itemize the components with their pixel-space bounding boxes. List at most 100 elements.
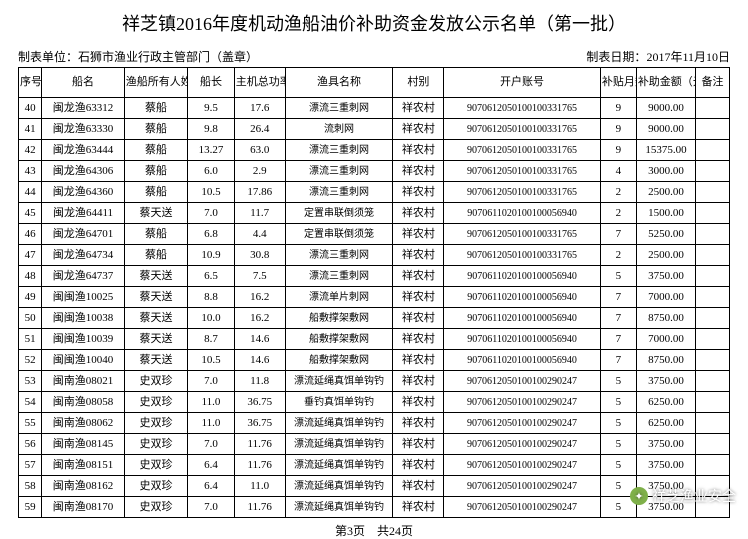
cell-seq: 59 (19, 497, 42, 518)
cell-gear: 漂流延绳真饵单钩钓 (285, 413, 393, 434)
th-months: 补贴月数 (600, 68, 636, 98)
cell-gear: 漂流三重刺网 (285, 245, 393, 266)
cell-amount: 3000.00 (636, 161, 695, 182)
table-row: 46闽龙渔64701蔡船6.84.4定置串联倒须笼祥农村907061205010… (19, 224, 730, 245)
cell-len: 10.5 (188, 350, 235, 371)
cell-ship: 闽南渔08151 (42, 455, 125, 476)
cell-len: 8.8 (188, 287, 235, 308)
cell-months: 5 (600, 455, 636, 476)
cell-village: 祥农村 (393, 434, 444, 455)
cell-len: 10.9 (188, 245, 235, 266)
th-len: 船长 (188, 68, 235, 98)
cell-account: 9070612050100100290247 (444, 497, 601, 518)
cell-account: 9070611020100100056940 (444, 203, 601, 224)
cell-account: 9070612050100100331765 (444, 98, 601, 119)
cell-seq: 54 (19, 392, 42, 413)
cell-village: 祥农村 (393, 392, 444, 413)
cell-power: 11.76 (234, 434, 285, 455)
cell-len: 11.0 (188, 392, 235, 413)
cell-remark (696, 329, 730, 350)
cell-power: 4.4 (234, 224, 285, 245)
cell-remark (696, 140, 730, 161)
cell-seq: 51 (19, 329, 42, 350)
th-ship: 船名 (42, 68, 125, 98)
meta-left-label: 制表单位： (18, 50, 78, 64)
cell-amount: 3750.00 (636, 266, 695, 287)
cell-ship: 闽南渔08058 (42, 392, 125, 413)
cell-power: 16.2 (234, 308, 285, 329)
table-row: 58闽南渔08162史双珍6.411.0漂流延绳真饵单钩钓祥农村90706120… (19, 476, 730, 497)
cell-remark (696, 434, 730, 455)
table-row: 57闽南渔08151史双珍6.411.76漂流延绳真饵单钩钓祥农村9070612… (19, 455, 730, 476)
meta-right: 制表日期：2017年11月10日 (586, 48, 730, 65)
table-row: 48闽龙渔64737蔡天送6.57.5漂流三重刺网祥农村907061102010… (19, 266, 730, 287)
cell-owner: 蔡船 (124, 140, 187, 161)
table-row: 44闽龙渔64360蔡船10.517.86漂流三重刺网祥农村9070612050… (19, 182, 730, 203)
cell-amount: 3750.00 (636, 455, 695, 476)
cell-months: 5 (600, 392, 636, 413)
cell-ship: 闽南渔08170 (42, 497, 125, 518)
cell-account: 9070612050100100331765 (444, 245, 601, 266)
cell-ship: 闽龙渔63312 (42, 98, 125, 119)
cell-remark (696, 308, 730, 329)
cell-seq: 42 (19, 140, 42, 161)
table-row: 53闽南渔08021史双珍7.011.8漂流延绳真饵单钩钓祥农村90706120… (19, 371, 730, 392)
cell-amount: 6250.00 (636, 392, 695, 413)
cell-village: 祥农村 (393, 350, 444, 371)
cell-seq: 52 (19, 350, 42, 371)
cell-ship: 闽闽渔10040 (42, 350, 125, 371)
cell-power: 17.86 (234, 182, 285, 203)
cell-account: 9070611020100100056940 (444, 329, 601, 350)
cell-owner: 蔡天送 (124, 308, 187, 329)
cell-seq: 49 (19, 287, 42, 308)
cell-months: 4 (600, 161, 636, 182)
th-owner: 渔船所有人姓 名 (124, 68, 187, 98)
cell-months: 5 (600, 371, 636, 392)
cell-len: 6.8 (188, 224, 235, 245)
table-row: 49闽闽渔10025蔡天送8.816.2漂流单片刺网祥农村90706110201… (19, 287, 730, 308)
cell-village: 祥农村 (393, 287, 444, 308)
cell-village: 祥农村 (393, 413, 444, 434)
cell-gear: 漂流三重刺网 (285, 182, 393, 203)
cell-village: 祥农村 (393, 224, 444, 245)
cell-ship: 闽闽渔10038 (42, 308, 125, 329)
cell-seq: 40 (19, 98, 42, 119)
cell-amount: 9000.00 (636, 119, 695, 140)
cell-account: 9070612050100100290247 (444, 476, 601, 497)
cell-seq: 46 (19, 224, 42, 245)
table-header-row: 序号 船名 渔船所有人姓 名 船长 主机总功率(kW) 渔具名称 村别 开户账号… (19, 68, 730, 98)
cell-account: 9070612050100100331765 (444, 140, 601, 161)
cell-account: 9070612050100100290247 (444, 413, 601, 434)
cell-power: 63.0 (234, 140, 285, 161)
cell-village: 祥农村 (393, 119, 444, 140)
subsidy-table: 序号 船名 渔船所有人姓 名 船长 主机总功率(kW) 渔具名称 村别 开户账号… (18, 67, 730, 518)
cell-len: 6.0 (188, 161, 235, 182)
cell-owner: 蔡天送 (124, 329, 187, 350)
cell-gear: 流刺网 (285, 119, 393, 140)
cell-amount: 6250.00 (636, 413, 695, 434)
cell-len: 8.7 (188, 329, 235, 350)
cell-ship: 闽南渔08062 (42, 413, 125, 434)
cell-owner: 史双珍 (124, 371, 187, 392)
cell-village: 祥农村 (393, 161, 444, 182)
cell-len: 7.0 (188, 434, 235, 455)
cell-remark (696, 224, 730, 245)
table-row: 52闽闽渔10040蔡天送10.514.6船敷撑架敷网祥农村9070611020… (19, 350, 730, 371)
cell-len: 13.27 (188, 140, 235, 161)
cell-amount: 5250.00 (636, 224, 695, 245)
cell-gear: 漂流三重刺网 (285, 140, 393, 161)
cell-village: 祥农村 (393, 308, 444, 329)
cell-amount: 3750.00 (636, 371, 695, 392)
cell-village: 祥农村 (393, 140, 444, 161)
cell-remark (696, 392, 730, 413)
cell-len: 10.5 (188, 182, 235, 203)
cell-remark (696, 371, 730, 392)
cell-ship: 闽龙渔64701 (42, 224, 125, 245)
cell-gear: 漂流延绳真饵单钩钓 (285, 371, 393, 392)
cell-owner: 蔡船 (124, 224, 187, 245)
cell-months: 2 (600, 203, 636, 224)
cell-owner: 史双珍 (124, 434, 187, 455)
cell-len: 10.0 (188, 308, 235, 329)
cell-len: 9.8 (188, 119, 235, 140)
cell-ship: 闽龙渔63444 (42, 140, 125, 161)
